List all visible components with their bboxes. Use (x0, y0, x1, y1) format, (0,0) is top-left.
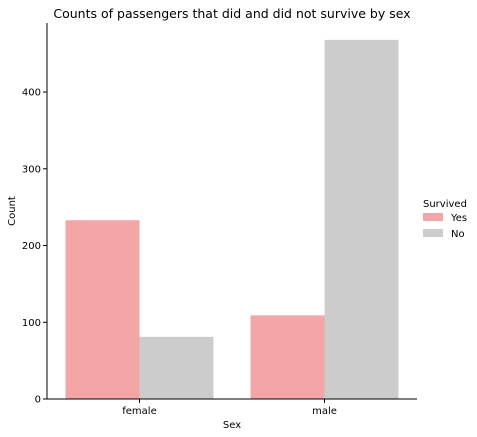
legend-title: Survived (423, 199, 467, 210)
bar-male-no (324, 39, 399, 400)
y-tick-label: 300 (22, 164, 41, 175)
x-tick-label: female (122, 406, 156, 417)
y-axis-label: Count (7, 196, 18, 226)
bar-male-yes (250, 315, 325, 399)
legend-swatch-no (423, 229, 443, 237)
legend-label-yes: Yes (450, 213, 467, 224)
legend-swatch-yes (423, 213, 443, 221)
y-tick-label: 0 (35, 395, 41, 406)
bar-female-yes (65, 220, 140, 399)
x-tick-label: male (312, 406, 337, 417)
legend: Survived Yes No (423, 199, 467, 240)
bars (65, 39, 399, 400)
y-tick-label: 400 (22, 88, 41, 99)
y-ticks: 0 100 200 300 400 (22, 88, 47, 406)
x-ticks: female male (122, 399, 337, 417)
legend-label-no: No (451, 229, 465, 240)
y-tick-label: 100 (22, 318, 41, 329)
chart-title: Counts of passengers that did and did no… (53, 6, 410, 21)
y-tick-label: 200 (22, 241, 41, 252)
x-axis-label: Sex (223, 420, 241, 431)
bar-female-no (139, 336, 214, 399)
